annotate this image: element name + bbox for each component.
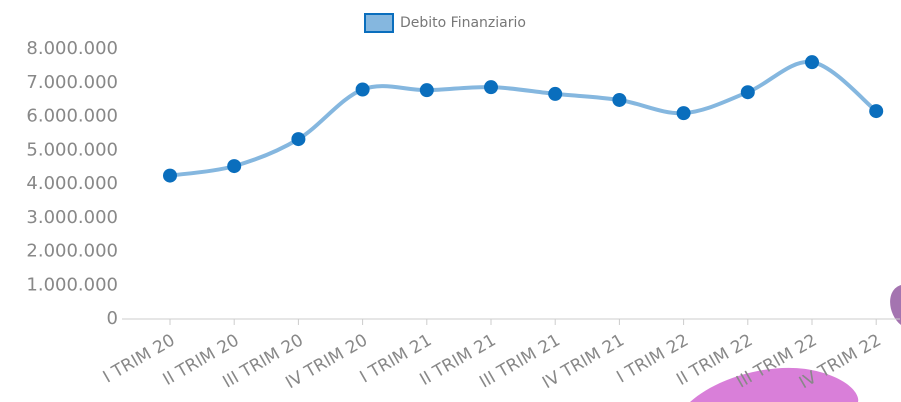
point xyxy=(356,83,370,97)
y-tick-label: 0 xyxy=(107,308,118,329)
line xyxy=(170,62,876,176)
point xyxy=(163,169,177,183)
point xyxy=(869,104,883,118)
point xyxy=(484,80,498,94)
chart: 0 1.000.000 2.000.000 3.000.000 4.000.000 5.0… xyxy=(0,0,901,402)
point xyxy=(677,106,691,120)
point xyxy=(291,132,305,146)
y-tick-label: 5.000.000 xyxy=(26,139,118,160)
point xyxy=(227,159,241,173)
y-tick-label: 2.000.000 xyxy=(26,241,118,262)
y-tick-label: 8.000.000 xyxy=(26,38,118,59)
y-tick-label: 1.000.000 xyxy=(26,274,118,295)
point xyxy=(612,93,626,107)
point xyxy=(805,55,819,69)
y-tick-label: 3.000.000 xyxy=(26,207,118,228)
point xyxy=(548,87,562,101)
legend-swatch xyxy=(365,14,393,32)
y-tick-label: 4.000.000 xyxy=(26,173,118,194)
point xyxy=(420,83,434,97)
legend-label: Debito Finanziario xyxy=(400,15,526,31)
y-tick-label: 6.000.000 xyxy=(26,106,118,127)
point xyxy=(741,85,755,99)
y-tick-label: 7.000.000 xyxy=(26,72,118,93)
